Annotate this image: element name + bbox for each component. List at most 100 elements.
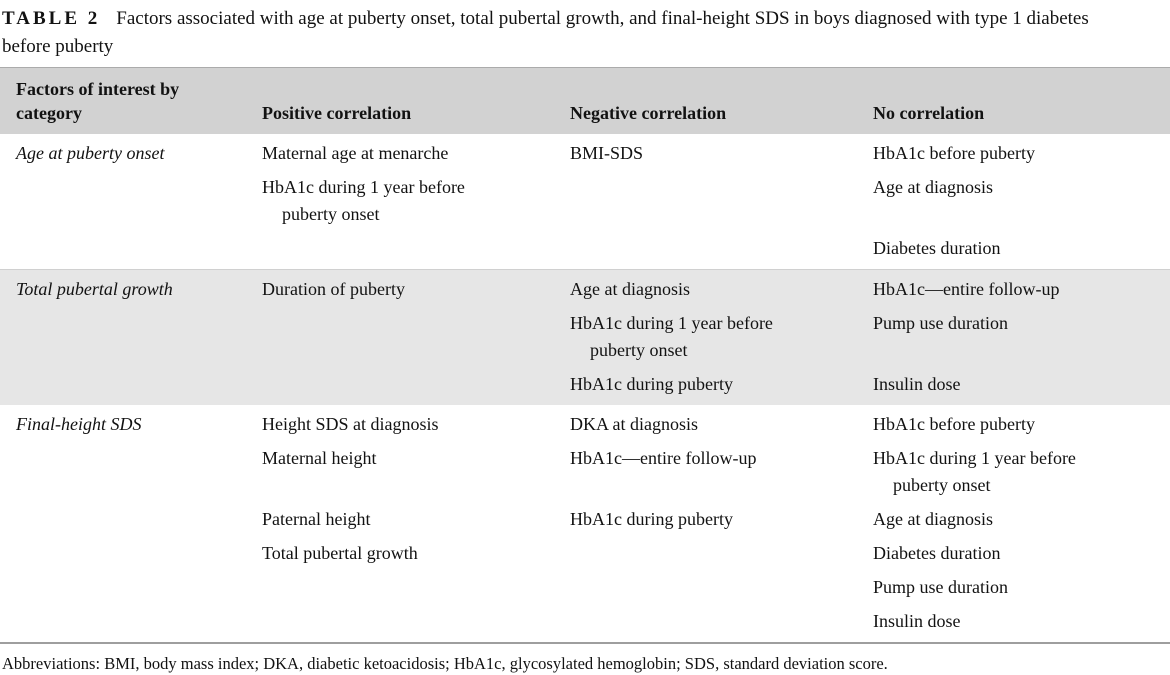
table-caption-text: Factors associated with age at puberty o… xyxy=(2,8,1089,57)
no-correlation-item: Age at diagnosis xyxy=(873,177,993,197)
category-cell: Total pubertal growth xyxy=(0,276,262,310)
no-correlation-item: Pump use duration xyxy=(873,577,1008,597)
positive-cell: Duration of puberty xyxy=(262,276,570,310)
category-cell xyxy=(0,371,262,405)
negative-cell: BMI-SDS xyxy=(570,140,873,174)
category-cell xyxy=(0,310,262,371)
table-row: Total pubertal growth Duration of puberty… xyxy=(0,269,1170,405)
category-cell: Final-height SDS xyxy=(0,411,262,445)
positive-cell xyxy=(262,310,570,371)
no-correlation-item: Diabetes duration xyxy=(873,238,1001,258)
positive-correlation-item: Maternal height xyxy=(262,448,377,468)
table-row-line: Paternal height HbA1c during puberty Age a… xyxy=(0,506,1170,540)
negative-correlation-item: Age at diagnosis xyxy=(570,279,690,299)
negative-cell: Age at diagnosis xyxy=(570,276,873,310)
positive-cell xyxy=(262,608,570,642)
none-cell: HbA1c before puberty xyxy=(873,140,1170,174)
table-body: Age at puberty onset Maternal age at mena… xyxy=(0,134,1170,642)
negative-correlation-item: BMI-SDS xyxy=(570,143,644,163)
no-correlation-item: Insulin dose xyxy=(873,611,961,631)
no-correlation-item: HbA1c during 1 year before puberty onset xyxy=(873,448,1076,495)
none-cell: Pump use duration xyxy=(873,574,1170,608)
table-row-line: Total pubertal growth Diabetes duration xyxy=(0,540,1170,574)
none-cell: Diabetes duration xyxy=(873,540,1170,574)
table-row-line: Insulin dose xyxy=(0,608,1170,642)
none-cell: Diabetes duration xyxy=(873,235,1170,269)
table-row-line: HbA1c during puberty Insulin dose xyxy=(0,371,1170,405)
table-header-row: Factors of interest by category Positive… xyxy=(0,67,1170,134)
table-row-line: Final-height SDS Height SDS at diagnosis D… xyxy=(0,411,1170,445)
negative-correlation-item: HbA1c during puberty xyxy=(570,509,733,529)
category-cell xyxy=(0,608,262,642)
negative-correlation-item: DKA at diagnosis xyxy=(570,414,698,434)
footnote-abbreviations: Abbreviations: BMI, body mass index; DKA… xyxy=(2,654,888,673)
table-row-line: Age at puberty onset Maternal age at mena… xyxy=(0,140,1170,174)
positive-correlation-item: HbA1c during 1 year before puberty onset xyxy=(262,177,465,224)
negative-cell: HbA1c—entire follow-up xyxy=(570,445,873,506)
category-cell xyxy=(0,506,262,540)
category-cell xyxy=(0,174,262,235)
none-cell: HbA1c during 1 year before puberty onset xyxy=(873,445,1170,506)
header-cell-category: Factors of interest by category xyxy=(0,77,262,125)
positive-cell xyxy=(262,371,570,405)
no-correlation-item: HbA1c—entire follow-up xyxy=(873,279,1060,299)
category-cell: Age at puberty onset xyxy=(0,140,262,174)
table-row-line: Maternal height HbA1c—entire follow-up HbA… xyxy=(0,445,1170,506)
header-cell-negative: Negative correlation xyxy=(570,103,727,123)
table-caption-label: TABLE 2 xyxy=(2,8,101,29)
negative-correlation-item: HbA1c during puberty xyxy=(570,374,733,394)
category-cell xyxy=(0,445,262,506)
none-cell: Age at diagnosis xyxy=(873,506,1170,540)
none-cell: Age at diagnosis xyxy=(873,174,1170,235)
table-row-line: HbA1c during 1 year before puberty onset… xyxy=(0,174,1170,235)
none-cell: HbA1c before puberty xyxy=(873,411,1170,445)
none-cell: HbA1c—entire follow-up xyxy=(873,276,1170,310)
no-correlation-item: Diabetes duration xyxy=(873,543,1001,563)
category-cell xyxy=(0,235,262,269)
category-label: Total pubertal growth xyxy=(16,279,173,299)
negative-cell xyxy=(570,174,873,235)
table-row-line: HbA1c during 1 year before puberty onset… xyxy=(0,310,1170,371)
header-cell-category-label: Factors of interest by category xyxy=(16,79,180,123)
no-correlation-item: Age at diagnosis xyxy=(873,509,993,529)
no-correlation-item: Pump use duration xyxy=(873,313,1008,333)
none-cell: Insulin dose xyxy=(873,608,1170,642)
negative-cell: DKA at diagnosis xyxy=(570,411,873,445)
table-row-line: Pump use duration xyxy=(0,574,1170,608)
table-row-line: Diabetes duration xyxy=(0,235,1170,269)
header-cell-positive: Positive correlation xyxy=(262,103,412,123)
no-correlation-item: HbA1c before puberty xyxy=(873,143,1035,163)
positive-cell: Total pubertal growth xyxy=(262,540,570,574)
positive-cell: Maternal age at menarche xyxy=(262,140,570,174)
positive-cell xyxy=(262,235,570,269)
no-correlation-item: HbA1c before puberty xyxy=(873,414,1035,434)
positive-correlation-item: Paternal height xyxy=(262,509,371,529)
no-correlation-item: Insulin dose xyxy=(873,374,961,394)
category-label: Final-height SDS xyxy=(16,414,142,434)
positive-correlation-item: Duration of puberty xyxy=(262,279,405,299)
positive-cell: HbA1c during 1 year before puberty onset xyxy=(262,174,570,235)
negative-cell: HbA1c during puberty xyxy=(570,506,873,540)
negative-cell: HbA1c during 1 year before puberty onset xyxy=(570,310,873,371)
category-cell xyxy=(0,540,262,574)
negative-cell xyxy=(570,574,873,608)
none-cell: Pump use duration xyxy=(873,310,1170,371)
header-cell-none: No correlation xyxy=(873,103,985,123)
negative-correlation-item: HbA1c—entire follow-up xyxy=(570,448,757,468)
positive-correlation-item: Maternal age at menarche xyxy=(262,143,449,163)
data-table: Factors of interest by category Positive… xyxy=(0,67,1170,642)
table-row-line: Total pubertal growth Duration of puberty… xyxy=(0,276,1170,310)
negative-cell: HbA1c during puberty xyxy=(570,371,873,405)
category-label: Age at puberty onset xyxy=(16,143,165,163)
positive-cell: Paternal height xyxy=(262,506,570,540)
table-caption: TABLE 2 Factors associated with age at pu… xyxy=(0,0,1160,61)
positive-cell: Maternal height xyxy=(262,445,570,506)
none-cell: Insulin dose xyxy=(873,371,1170,405)
positive-correlation-item: Height SDS at diagnosis xyxy=(262,414,439,434)
positive-cell xyxy=(262,574,570,608)
negative-correlation-item: HbA1c during 1 year before puberty onset xyxy=(570,313,773,360)
table-row: Age at puberty onset Maternal age at mena… xyxy=(0,134,1170,269)
table-row: Final-height SDS Height SDS at diagnosis D… xyxy=(0,405,1170,642)
negative-cell xyxy=(570,608,873,642)
